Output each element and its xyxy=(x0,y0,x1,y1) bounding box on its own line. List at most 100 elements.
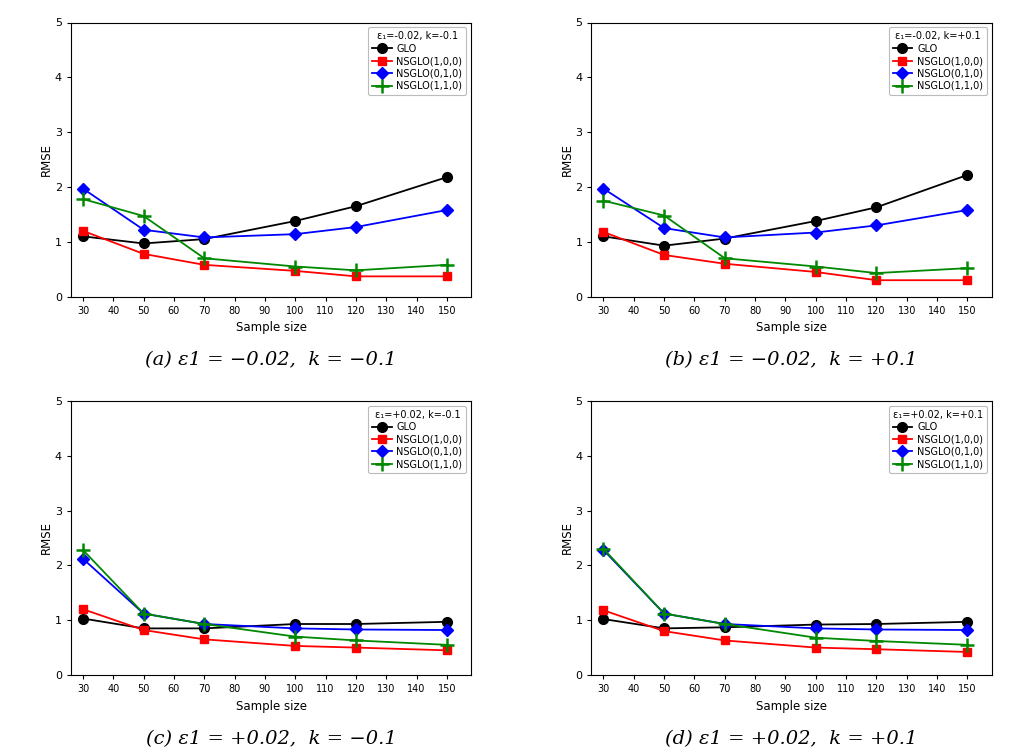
NSGLO(1,1,0) xyxy=(350,636,362,645)
X-axis label: Sample size: Sample size xyxy=(755,700,826,712)
NSGLO(0,1,0) xyxy=(809,624,821,633)
Line: NSGLO(1,1,0): NSGLO(1,1,0) xyxy=(76,192,454,278)
NSGLO(1,0,0) xyxy=(137,250,150,259)
GLO xyxy=(77,232,89,241)
NSGLO(0,1,0) xyxy=(289,624,301,633)
NSGLO(1,1,0) xyxy=(960,640,973,650)
NSGLO(1,1,0) xyxy=(289,632,301,641)
NSGLO(1,1,0) xyxy=(198,254,210,262)
NSGLO(0,1,0) xyxy=(596,545,609,554)
NSGLO(0,1,0) xyxy=(960,626,973,634)
NSGLO(1,0,0) xyxy=(718,636,730,645)
NSGLO(1,0,0) xyxy=(657,251,669,260)
GLO xyxy=(198,235,210,244)
Legend: GLO, NSGLO(1,0,0), NSGLO(0,1,0), NSGLO(1,1,0): GLO, NSGLO(1,0,0), NSGLO(0,1,0), NSGLO(1… xyxy=(368,406,466,473)
NSGLO(0,1,0) xyxy=(441,206,453,214)
NSGLO(1,0,0) xyxy=(657,627,669,636)
NSGLO(1,0,0) xyxy=(77,604,89,613)
GLO xyxy=(137,624,150,633)
GLO xyxy=(657,624,669,633)
GLO xyxy=(960,617,973,626)
NSGLO(1,0,0) xyxy=(718,260,730,268)
NSGLO(1,0,0) xyxy=(441,272,453,280)
NSGLO(1,1,0) xyxy=(657,211,669,220)
NSGLO(1,0,0) xyxy=(869,276,882,285)
NSGLO(1,1,0) xyxy=(718,620,730,628)
NSGLO(1,0,0) xyxy=(77,226,89,236)
Line: GLO: GLO xyxy=(78,614,451,633)
NSGLO(1,1,0) xyxy=(441,260,453,269)
GLO xyxy=(960,170,973,179)
NSGLO(1,0,0) xyxy=(809,643,821,652)
Legend: GLO, NSGLO(1,0,0), NSGLO(0,1,0), NSGLO(1,1,0): GLO, NSGLO(1,0,0), NSGLO(0,1,0), NSGLO(1… xyxy=(368,27,466,94)
Legend: GLO, NSGLO(1,0,0), NSGLO(0,1,0), NSGLO(1,1,0): GLO, NSGLO(1,0,0), NSGLO(0,1,0), NSGLO(1… xyxy=(888,27,986,94)
NSGLO(1,0,0) xyxy=(596,606,609,615)
Line: NSGLO(0,1,0): NSGLO(0,1,0) xyxy=(79,184,451,242)
Text: (d) ε1 = +0.02,  k = +0.1: (d) ε1 = +0.02, k = +0.1 xyxy=(664,730,917,748)
NSGLO(1,1,0) xyxy=(596,544,609,554)
Line: NSGLO(1,0,0): NSGLO(1,0,0) xyxy=(79,226,451,280)
NSGLO(1,0,0) xyxy=(198,634,210,644)
NSGLO(1,0,0) xyxy=(350,643,362,652)
NSGLO(1,1,0) xyxy=(441,640,453,650)
GLO xyxy=(441,617,453,626)
GLO xyxy=(350,202,362,211)
NSGLO(1,1,0) xyxy=(137,211,150,220)
NSGLO(0,1,0) xyxy=(198,233,210,242)
Line: GLO: GLO xyxy=(599,170,972,250)
NSGLO(1,1,0) xyxy=(77,194,89,203)
NSGLO(0,1,0) xyxy=(350,625,362,634)
Line: NSGLO(1,1,0): NSGLO(1,1,0) xyxy=(76,543,454,652)
GLO xyxy=(869,202,882,211)
NSGLO(0,1,0) xyxy=(809,228,821,237)
NSGLO(1,0,0) xyxy=(441,646,453,655)
Line: GLO: GLO xyxy=(78,172,451,248)
NSGLO(1,1,0) xyxy=(350,266,362,274)
Line: GLO: GLO xyxy=(599,614,972,633)
Line: NSGLO(1,0,0): NSGLO(1,0,0) xyxy=(599,606,971,656)
X-axis label: Sample size: Sample size xyxy=(236,700,306,712)
NSGLO(0,1,0) xyxy=(77,554,89,563)
NSGLO(0,1,0) xyxy=(77,184,89,194)
GLO xyxy=(718,234,730,243)
GLO xyxy=(596,232,609,241)
NSGLO(1,1,0) xyxy=(809,262,821,271)
NSGLO(1,0,0) xyxy=(869,645,882,654)
NSGLO(1,0,0) xyxy=(960,276,973,285)
NSGLO(1,1,0) xyxy=(137,609,150,618)
Y-axis label: RMSE: RMSE xyxy=(40,521,54,554)
NSGLO(1,0,0) xyxy=(289,266,301,275)
GLO xyxy=(289,620,301,628)
NSGLO(0,1,0) xyxy=(657,224,669,232)
NSGLO(0,1,0) xyxy=(869,625,882,634)
Line: NSGLO(0,1,0): NSGLO(0,1,0) xyxy=(599,184,971,242)
GLO xyxy=(869,620,882,628)
Y-axis label: RMSE: RMSE xyxy=(560,521,573,554)
NSGLO(1,0,0) xyxy=(596,227,609,236)
Text: (a) ε1 = −0.02,  k = −0.1: (a) ε1 = −0.02, k = −0.1 xyxy=(146,352,396,370)
GLO xyxy=(809,217,821,226)
NSGLO(0,1,0) xyxy=(441,626,453,634)
Y-axis label: RMSE: RMSE xyxy=(560,143,573,176)
GLO xyxy=(657,242,669,250)
NSGLO(0,1,0) xyxy=(596,184,609,194)
GLO xyxy=(718,622,730,632)
GLO xyxy=(596,614,609,623)
NSGLO(1,0,0) xyxy=(137,626,150,634)
GLO xyxy=(77,614,89,623)
NSGLO(0,1,0) xyxy=(960,206,973,214)
Line: NSGLO(1,0,0): NSGLO(1,0,0) xyxy=(599,228,971,284)
NSGLO(1,1,0) xyxy=(596,196,609,206)
Line: NSGLO(1,1,0): NSGLO(1,1,0) xyxy=(595,542,974,652)
NSGLO(0,1,0) xyxy=(350,223,362,232)
NSGLO(1,0,0) xyxy=(289,641,301,650)
NSGLO(1,1,0) xyxy=(198,620,210,628)
NSGLO(1,0,0) xyxy=(809,268,821,277)
NSGLO(0,1,0) xyxy=(289,230,301,238)
GLO xyxy=(350,620,362,628)
NSGLO(0,1,0) xyxy=(198,620,210,628)
NSGLO(1,1,0) xyxy=(869,268,882,278)
GLO xyxy=(441,172,453,182)
NSGLO(1,1,0) xyxy=(718,254,730,262)
NSGLO(1,1,0) xyxy=(77,545,89,554)
